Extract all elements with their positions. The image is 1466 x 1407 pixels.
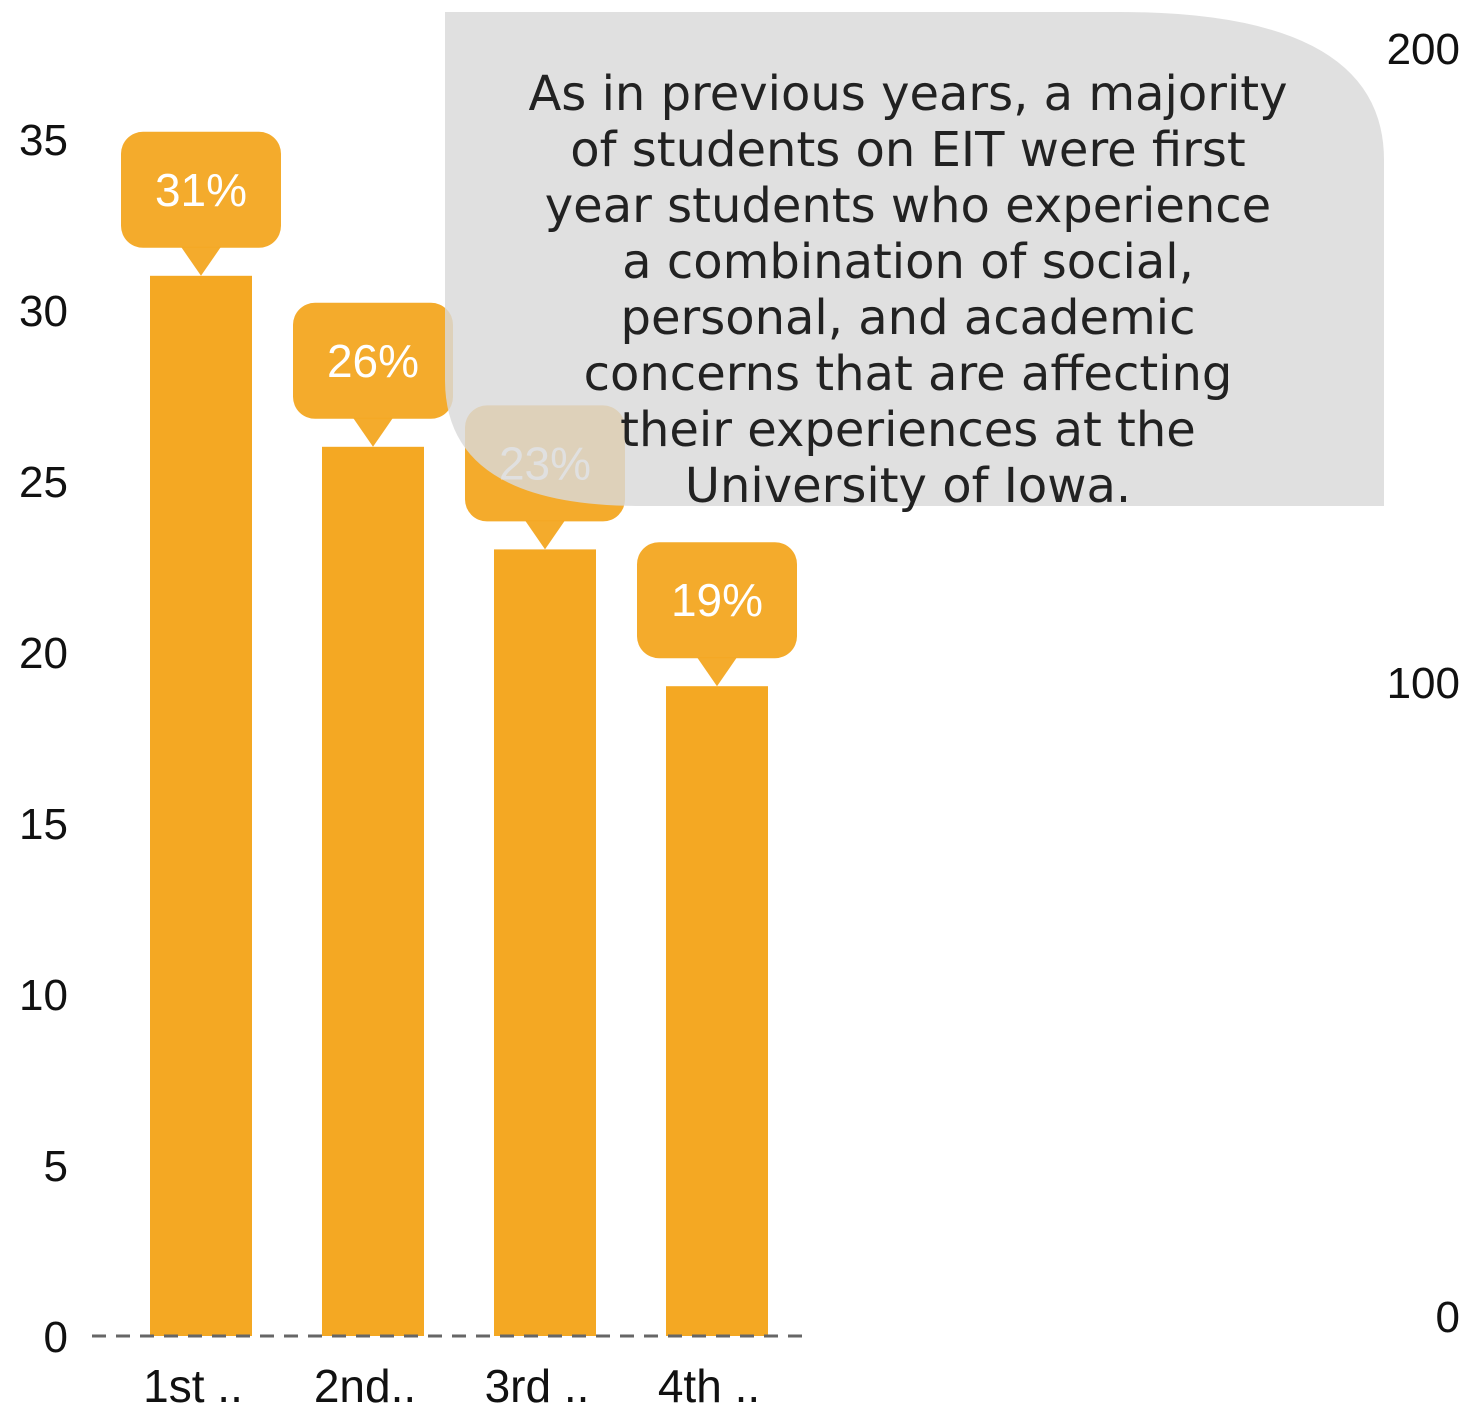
bar [666, 686, 768, 1336]
annotation-line: personal, and academic [620, 290, 1195, 346]
x-tick-label: 1st .. [143, 1360, 243, 1407]
y-axis-left: 0 5 10 15 20 25 30 35 [19, 116, 68, 1362]
bar [494, 549, 596, 1336]
callout-pointer [697, 657, 737, 687]
callout-pointer [353, 417, 393, 447]
annotation-line: their experiences at the [620, 402, 1196, 458]
y-tick-label: 10 [19, 971, 68, 1020]
annotation-line: University of Iowa. [685, 458, 1131, 514]
callout-box [293, 302, 453, 419]
x-axis: 1st .. 2nd.. 3rd .. 4th .. [143, 1360, 760, 1407]
x-tick-label: 2nd.. [314, 1360, 416, 1407]
data-label: 19% [671, 574, 763, 626]
data-label-callout: 31% [121, 131, 281, 276]
x-tick-label: 4th .. [658, 1360, 760, 1407]
bar [322, 446, 424, 1336]
annotation-line: As in previous years, a majority [528, 66, 1287, 122]
annotation-line: concerns that are affecting [584, 346, 1233, 402]
data-labels: 31%26%23%19% [121, 131, 797, 687]
data-label-callout: 26% [293, 302, 453, 447]
y-tick-label: 5 [44, 1142, 68, 1191]
annotation-background [445, 12, 1384, 506]
y2-tick-label: 200 [1387, 25, 1460, 74]
y-tick-label: 15 [19, 800, 68, 849]
bar-series [150, 275, 768, 1336]
y-tick-label: 0 [44, 1313, 68, 1362]
data-label: 26% [327, 335, 419, 387]
y-tick-label: 20 [19, 629, 68, 678]
y-tick-label: 35 [19, 116, 68, 165]
annotation-line: year students who experience [545, 178, 1271, 234]
data-label-callout: 19% [637, 542, 797, 687]
data-label: 31% [155, 164, 247, 216]
y-tick-label: 30 [19, 287, 68, 336]
callout-box [637, 542, 797, 659]
callout-pointer [525, 520, 565, 550]
y2-tick-label: 100 [1387, 659, 1460, 708]
bar [150, 275, 252, 1336]
callout-pointer [181, 246, 221, 276]
callout-box [121, 131, 281, 248]
annotation-line: of students on EIT were first [570, 122, 1245, 178]
annotation-line: a combination of social, [622, 234, 1194, 290]
x-tick-label: 3rd .. [485, 1360, 590, 1407]
y-tick-label: 25 [19, 458, 68, 507]
y-axis-right: 0 100 200 [1387, 25, 1460, 1342]
y2-tick-label: 0 [1436, 1293, 1460, 1342]
